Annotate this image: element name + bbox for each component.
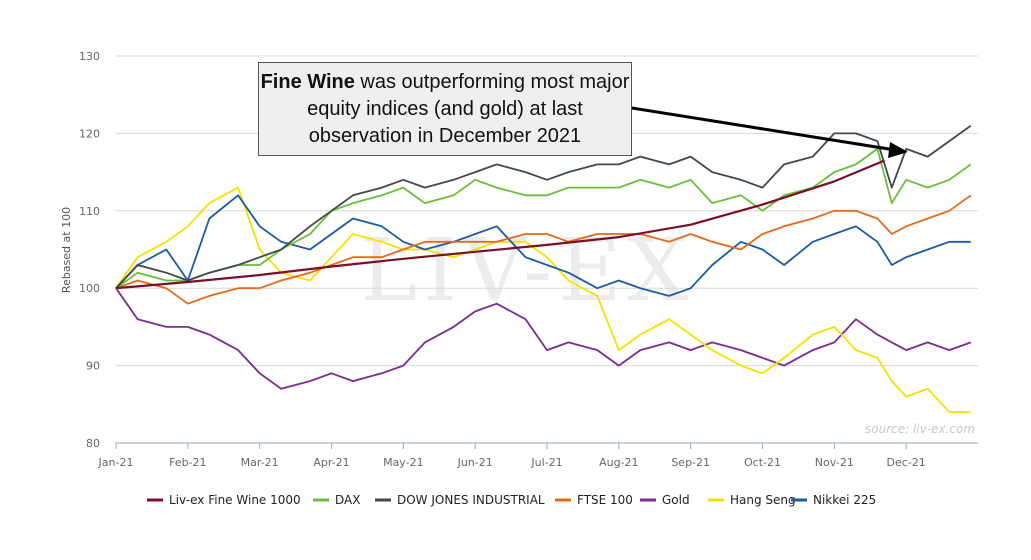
series-line-nikkei-225 — [115, 194, 971, 297]
x-tick-label: Oct-21 — [744, 456, 781, 469]
y-tick-label: 80 — [86, 437, 100, 450]
x-tick-label: Mar-21 — [241, 456, 279, 469]
x-axis-ticks: Jan-21 Feb-21 Mar-21 Apr-21 May-21 Jun-21 Jul-… — [98, 443, 926, 469]
legend-item: FTSE 100 — [577, 493, 633, 507]
y-tick-label: 110 — [79, 205, 100, 218]
legend: Liv-ex Fine Wine 1000 DAX DOW JONES INDUST… — [147, 493, 876, 507]
y-tick-label: 90 — [86, 360, 100, 373]
annotation-text: was outperforming most major equity indi… — [307, 71, 630, 147]
x-tick-label: Jan-21 — [98, 456, 134, 469]
series-line-dow-jones-industrial — [115, 124, 972, 289]
annotation-box: Fine Wine was outperforming most major e… — [258, 62, 632, 156]
svg-text:LIV-EX: LIV-EX — [360, 221, 694, 321]
y-axis-label: Rebased at 100 — [60, 207, 73, 293]
series-line-gold — [115, 287, 972, 390]
x-tick-label: Nov-21 — [815, 456, 854, 469]
series-lines — [115, 124, 972, 413]
x-tick-label: Jun-21 — [457, 456, 493, 469]
y-tick-label: 100 — [79, 282, 100, 295]
y-tick-label: 130 — [79, 50, 100, 63]
x-tick-label: Jul-21 — [530, 456, 562, 469]
x-tick-label: Feb-21 — [169, 456, 206, 469]
legend-item: Nikkei 225 — [813, 493, 876, 507]
x-tick-label: May-21 — [383, 456, 424, 469]
series-line-dax — [115, 147, 972, 289]
watermark: LIV-EX — [360, 221, 694, 321]
legend-item: Gold — [662, 493, 690, 507]
y-axis-ticks: 80 90 100 110 120 130 — [79, 50, 100, 450]
x-tick-label: Apr-21 — [313, 456, 349, 469]
x-tick-label: Sep-21 — [671, 456, 710, 469]
legend-item: DAX — [335, 493, 360, 507]
legend-item: Hang Seng — [730, 493, 796, 507]
x-tick-label: Dec-21 — [887, 456, 926, 469]
series-line-ftse-100 — [115, 194, 972, 305]
legend-item: DOW JONES INDUSTRIAL — [397, 493, 545, 507]
y-tick-label: 120 — [79, 127, 100, 140]
series-line-liv-ex-fine-wine-1000 — [115, 159, 886, 290]
legend-item: Liv-ex Fine Wine 1000 — [169, 493, 301, 507]
x-tick-label: Aug-21 — [599, 456, 638, 469]
annotation-bold: Fine Wine — [260, 71, 355, 93]
annotation-arrow — [631, 106, 908, 158]
source-credit: source: liv-ex.com — [865, 422, 975, 436]
